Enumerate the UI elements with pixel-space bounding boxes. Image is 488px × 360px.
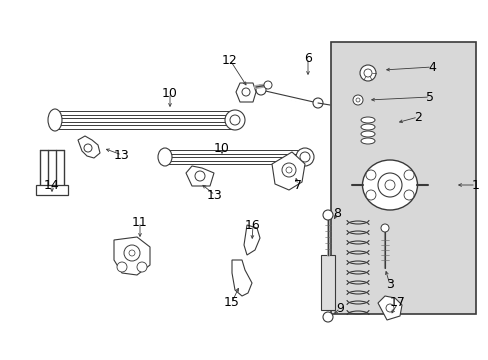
Ellipse shape bbox=[360, 124, 374, 130]
Circle shape bbox=[355, 98, 359, 102]
Circle shape bbox=[363, 69, 371, 77]
Circle shape bbox=[137, 262, 147, 272]
Text: 11: 11 bbox=[132, 216, 147, 229]
Text: 8: 8 bbox=[332, 207, 340, 220]
Text: 6: 6 bbox=[304, 51, 311, 64]
Text: 4: 4 bbox=[427, 60, 435, 73]
Polygon shape bbox=[244, 225, 260, 255]
Text: 13: 13 bbox=[114, 149, 130, 162]
Circle shape bbox=[385, 304, 393, 312]
Polygon shape bbox=[271, 152, 305, 190]
Circle shape bbox=[299, 152, 309, 162]
Circle shape bbox=[359, 65, 375, 81]
Bar bbox=[36, 185, 68, 195]
Circle shape bbox=[129, 250, 135, 256]
Text: 14: 14 bbox=[44, 179, 60, 192]
Ellipse shape bbox=[360, 131, 374, 137]
Circle shape bbox=[380, 224, 388, 232]
Circle shape bbox=[195, 171, 204, 181]
Text: 15: 15 bbox=[224, 296, 240, 309]
Text: 5: 5 bbox=[425, 90, 433, 104]
Circle shape bbox=[352, 95, 362, 105]
Circle shape bbox=[229, 115, 240, 125]
Text: 2: 2 bbox=[413, 111, 421, 123]
Ellipse shape bbox=[360, 117, 374, 123]
Circle shape bbox=[285, 167, 291, 173]
Circle shape bbox=[282, 163, 295, 177]
Circle shape bbox=[242, 88, 249, 96]
Polygon shape bbox=[114, 237, 150, 275]
Text: 7: 7 bbox=[293, 179, 302, 192]
Circle shape bbox=[117, 262, 127, 272]
Circle shape bbox=[377, 173, 401, 197]
Polygon shape bbox=[78, 136, 100, 158]
Circle shape bbox=[312, 98, 323, 108]
Circle shape bbox=[323, 210, 332, 220]
Polygon shape bbox=[185, 166, 214, 186]
Text: 10: 10 bbox=[162, 86, 178, 99]
Ellipse shape bbox=[295, 148, 313, 166]
Text: 13: 13 bbox=[207, 189, 223, 202]
Text: 9: 9 bbox=[335, 302, 343, 315]
Ellipse shape bbox=[158, 148, 172, 166]
Circle shape bbox=[323, 312, 332, 322]
Circle shape bbox=[365, 190, 375, 200]
Ellipse shape bbox=[224, 110, 244, 130]
Polygon shape bbox=[377, 296, 401, 320]
Circle shape bbox=[84, 144, 92, 152]
Circle shape bbox=[403, 170, 413, 180]
Polygon shape bbox=[231, 260, 251, 296]
Text: 12: 12 bbox=[222, 54, 237, 67]
Ellipse shape bbox=[362, 160, 417, 210]
Circle shape bbox=[384, 180, 394, 190]
Circle shape bbox=[256, 85, 265, 95]
Circle shape bbox=[403, 190, 413, 200]
Text: 1: 1 bbox=[471, 179, 479, 192]
Bar bbox=[320, 255, 334, 310]
Ellipse shape bbox=[360, 138, 374, 144]
Circle shape bbox=[124, 245, 140, 261]
Text: 17: 17 bbox=[389, 297, 405, 310]
Circle shape bbox=[264, 81, 271, 89]
Polygon shape bbox=[236, 83, 256, 102]
Text: 10: 10 bbox=[214, 141, 229, 154]
Circle shape bbox=[365, 170, 375, 180]
Text: 3: 3 bbox=[385, 279, 393, 292]
Text: 16: 16 bbox=[244, 219, 260, 231]
Ellipse shape bbox=[48, 109, 62, 131]
Bar bbox=[330, 42, 475, 314]
